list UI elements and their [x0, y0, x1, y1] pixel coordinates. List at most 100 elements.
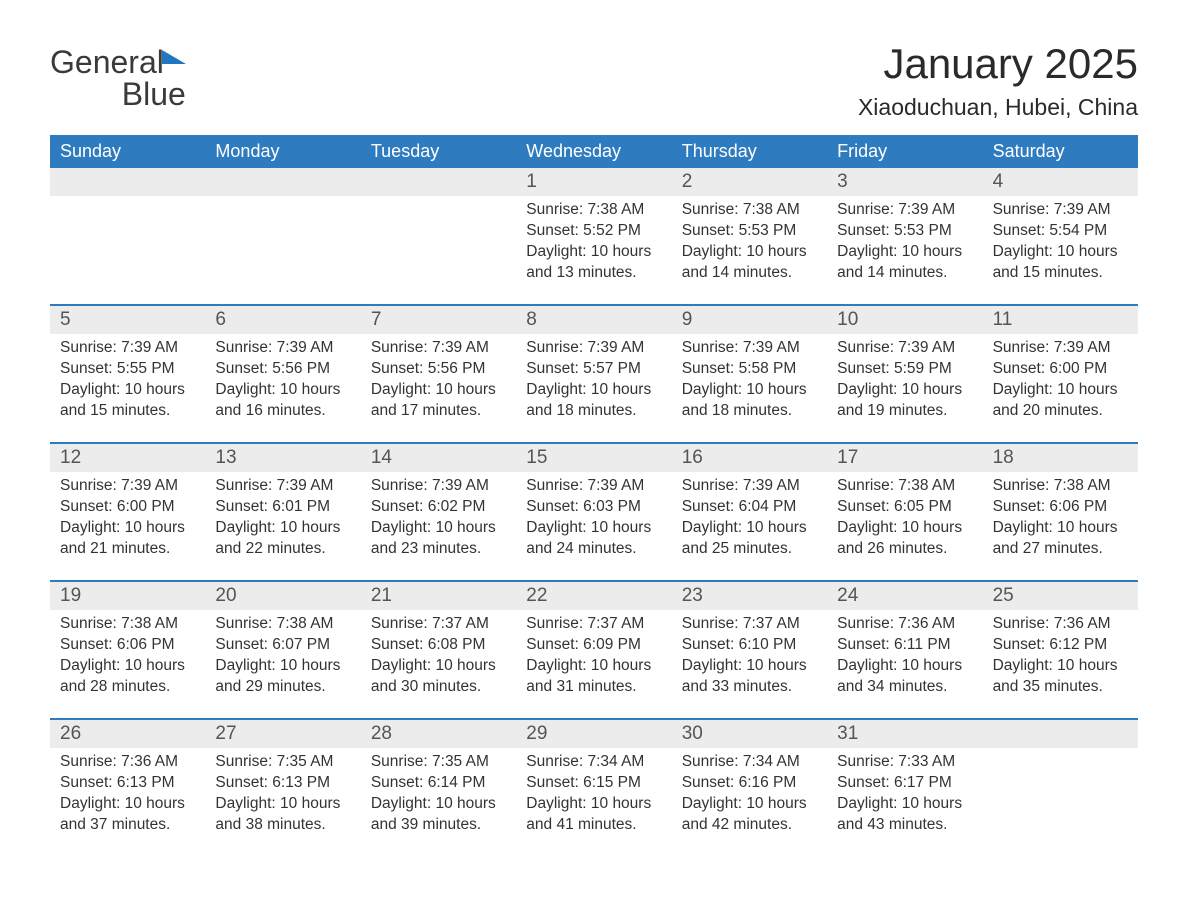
day-cell: Sunrise: 7:39 AMSunset: 5:58 PMDaylight:…: [672, 334, 827, 442]
sunset-text: Sunset: 5:52 PM: [526, 221, 661, 242]
calendar-week: 1234Sunrise: 7:38 AMSunset: 5:52 PMDayli…: [50, 168, 1138, 304]
day-cell: Sunrise: 7:37 AMSunset: 6:08 PMDaylight:…: [361, 610, 516, 718]
day-number: 3: [827, 168, 982, 196]
day-cell: Sunrise: 7:38 AMSunset: 6:07 PMDaylight:…: [205, 610, 360, 718]
calendar-week: 262728293031Sunrise: 7:36 AMSunset: 6:13…: [50, 718, 1138, 856]
day-number: 23: [672, 582, 827, 610]
sunrise-text: Sunrise: 7:36 AM: [993, 614, 1128, 635]
sunset-text: Sunset: 6:13 PM: [215, 773, 350, 794]
weekday-header: Saturday: [983, 135, 1138, 168]
weekday-header: Thursday: [672, 135, 827, 168]
day-cell: Sunrise: 7:35 AMSunset: 6:13 PMDaylight:…: [205, 748, 360, 856]
day-body-row: Sunrise: 7:39 AMSunset: 6:00 PMDaylight:…: [50, 472, 1138, 580]
day-number: 27: [205, 720, 360, 748]
day-cell: Sunrise: 7:39 AMSunset: 6:00 PMDaylight:…: [983, 334, 1138, 442]
weekday-header: Monday: [205, 135, 360, 168]
day-number: 7: [361, 306, 516, 334]
calendar-header-row: Sunday Monday Tuesday Wednesday Thursday…: [50, 135, 1138, 168]
daylight-text: Daylight: 10 hours and 39 minutes.: [371, 794, 506, 836]
sunrise-text: Sunrise: 7:34 AM: [526, 752, 661, 773]
day-number: 28: [361, 720, 516, 748]
sunrise-text: Sunrise: 7:37 AM: [682, 614, 817, 635]
day-cell: Sunrise: 7:36 AMSunset: 6:12 PMDaylight:…: [983, 610, 1138, 718]
day-cell: Sunrise: 7:39 AMSunset: 5:59 PMDaylight:…: [827, 334, 982, 442]
day-cell: Sunrise: 7:37 AMSunset: 6:09 PMDaylight:…: [516, 610, 671, 718]
daylight-text: Daylight: 10 hours and 21 minutes.: [60, 518, 195, 560]
sunrise-text: Sunrise: 7:36 AM: [837, 614, 972, 635]
day-number: 10: [827, 306, 982, 334]
sunset-text: Sunset: 6:09 PM: [526, 635, 661, 656]
day-number: 21: [361, 582, 516, 610]
day-cell: Sunrise: 7:39 AMSunset: 6:01 PMDaylight:…: [205, 472, 360, 580]
sunrise-text: Sunrise: 7:39 AM: [993, 200, 1128, 221]
day-body-row: Sunrise: 7:39 AMSunset: 5:55 PMDaylight:…: [50, 334, 1138, 442]
day-number: 2: [672, 168, 827, 196]
weekday-header: Wednesday: [516, 135, 671, 168]
day-number: 4: [983, 168, 1138, 196]
day-number: 26: [50, 720, 205, 748]
sunrise-text: Sunrise: 7:39 AM: [60, 338, 195, 359]
day-number: [50, 168, 205, 196]
sunset-text: Sunset: 6:05 PM: [837, 497, 972, 518]
sunset-text: Sunset: 6:16 PM: [682, 773, 817, 794]
day-number-row: 19202122232425: [50, 582, 1138, 610]
day-cell: Sunrise: 7:34 AMSunset: 6:16 PMDaylight:…: [672, 748, 827, 856]
weekday-header: Tuesday: [361, 135, 516, 168]
day-cell: Sunrise: 7:38 AMSunset: 6:06 PMDaylight:…: [50, 610, 205, 718]
day-cell: Sunrise: 7:33 AMSunset: 6:17 PMDaylight:…: [827, 748, 982, 856]
sunset-text: Sunset: 6:12 PM: [993, 635, 1128, 656]
day-cell: Sunrise: 7:36 AMSunset: 6:13 PMDaylight:…: [50, 748, 205, 856]
day-number-row: 1234: [50, 168, 1138, 196]
day-cell: Sunrise: 7:34 AMSunset: 6:15 PMDaylight:…: [516, 748, 671, 856]
sunset-text: Sunset: 5:55 PM: [60, 359, 195, 380]
calendar-week: 19202122232425Sunrise: 7:38 AMSunset: 6:…: [50, 580, 1138, 718]
daylight-text: Daylight: 10 hours and 37 minutes.: [60, 794, 195, 836]
daylight-text: Daylight: 10 hours and 15 minutes.: [60, 380, 195, 422]
calendar: Sunday Monday Tuesday Wednesday Thursday…: [50, 135, 1138, 856]
daylight-text: Daylight: 10 hours and 25 minutes.: [682, 518, 817, 560]
logo-mark-icon: [162, 50, 186, 64]
header: General Blue January 2025 Xiaoduchuan, H…: [50, 40, 1138, 121]
sunset-text: Sunset: 6:06 PM: [993, 497, 1128, 518]
sunset-text: Sunset: 5:53 PM: [837, 221, 972, 242]
weeks-container: 1234Sunrise: 7:38 AMSunset: 5:52 PMDayli…: [50, 168, 1138, 856]
calendar-week: 567891011Sunrise: 7:39 AMSunset: 5:55 PM…: [50, 304, 1138, 442]
day-number: 5: [50, 306, 205, 334]
day-number: 22: [516, 582, 671, 610]
sunset-text: Sunset: 5:54 PM: [993, 221, 1128, 242]
sunrise-text: Sunrise: 7:39 AM: [371, 338, 506, 359]
day-cell: Sunrise: 7:39 AMSunset: 5:56 PMDaylight:…: [361, 334, 516, 442]
logo-word1: General: [50, 46, 164, 78]
logo-word2: Blue: [122, 78, 186, 110]
day-cell: Sunrise: 7:38 AMSunset: 5:52 PMDaylight:…: [516, 196, 671, 304]
daylight-text: Daylight: 10 hours and 22 minutes.: [215, 518, 350, 560]
day-cell: Sunrise: 7:39 AMSunset: 6:04 PMDaylight:…: [672, 472, 827, 580]
day-cell: Sunrise: 7:38 AMSunset: 5:53 PMDaylight:…: [672, 196, 827, 304]
daylight-text: Daylight: 10 hours and 13 minutes.: [526, 242, 661, 284]
sunset-text: Sunset: 6:00 PM: [993, 359, 1128, 380]
daylight-text: Daylight: 10 hours and 35 minutes.: [993, 656, 1128, 698]
day-number: 1: [516, 168, 671, 196]
day-number: 6: [205, 306, 360, 334]
day-number: 17: [827, 444, 982, 472]
daylight-text: Daylight: 10 hours and 16 minutes.: [215, 380, 350, 422]
sunset-text: Sunset: 6:13 PM: [60, 773, 195, 794]
daylight-text: Daylight: 10 hours and 42 minutes.: [682, 794, 817, 836]
sunset-text: Sunset: 5:53 PM: [682, 221, 817, 242]
sunrise-text: Sunrise: 7:36 AM: [60, 752, 195, 773]
day-cell: Sunrise: 7:39 AMSunset: 6:02 PMDaylight:…: [361, 472, 516, 580]
sunset-text: Sunset: 6:03 PM: [526, 497, 661, 518]
sunset-text: Sunset: 5:59 PM: [837, 359, 972, 380]
weekday-header: Sunday: [50, 135, 205, 168]
sunset-text: Sunset: 5:57 PM: [526, 359, 661, 380]
day-number: 14: [361, 444, 516, 472]
sunset-text: Sunset: 6:01 PM: [215, 497, 350, 518]
day-body-row: Sunrise: 7:38 AMSunset: 6:06 PMDaylight:…: [50, 610, 1138, 718]
sunset-text: Sunset: 6:15 PM: [526, 773, 661, 794]
sunrise-text: Sunrise: 7:39 AM: [993, 338, 1128, 359]
day-number: 16: [672, 444, 827, 472]
day-number-row: 262728293031: [50, 720, 1138, 748]
daylight-text: Daylight: 10 hours and 29 minutes.: [215, 656, 350, 698]
day-number-row: 12131415161718: [50, 444, 1138, 472]
daylight-text: Daylight: 10 hours and 24 minutes.: [526, 518, 661, 560]
